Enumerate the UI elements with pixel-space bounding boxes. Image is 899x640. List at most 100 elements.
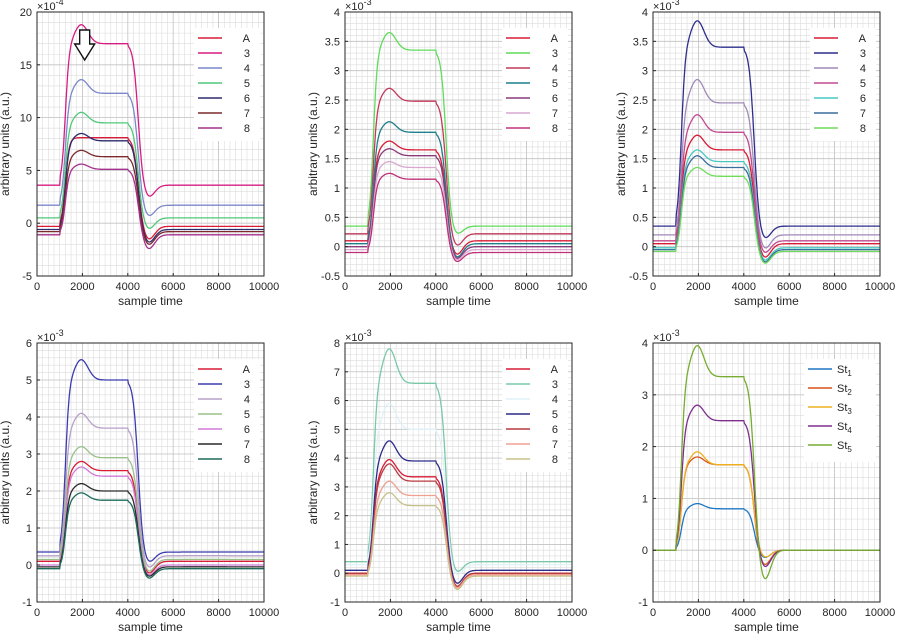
legend-label: A [243, 364, 251, 376]
x-tick-label: 6000 [777, 281, 801, 293]
y-tick-label: 2.5 [633, 95, 648, 107]
x-tick-label: 4000 [732, 607, 756, 619]
y-tick-label: 4 [334, 7, 340, 19]
x-tick-label: 8000 [514, 607, 538, 619]
axis-exponent: ×10-3 [37, 328, 64, 344]
y-tick-label: 0.5 [633, 212, 648, 224]
series-line-5 [345, 440, 572, 584]
legend-label: St5 [837, 440, 852, 454]
y-tick-label: -5 [22, 271, 32, 283]
legend-label: St3 [837, 402, 852, 416]
x-tick-label: 0 [342, 607, 348, 619]
y-tick-label: 0 [334, 568, 340, 580]
x-tick-label: 4000 [424, 281, 448, 293]
series-line-6 [345, 148, 572, 259]
series-line-4 [345, 402, 572, 576]
series-line-St5 [653, 344, 880, 580]
y-tick-label: 4 [334, 453, 340, 465]
series-line-7 [37, 149, 264, 245]
y-tick-label: 4 [642, 338, 648, 350]
legend-label: 3 [860, 48, 866, 60]
y-tick-label: -0.5 [321, 271, 340, 283]
y-tick-label: 5 [26, 375, 32, 387]
legend-label: 6 [552, 424, 558, 436]
x-tick-label: 2000 [70, 607, 94, 619]
legend-label: St2 [837, 383, 852, 397]
chart-panel-2: 0 2000 4000 6000 8000 10000-0.500.511.522.533… [306, 0, 587, 308]
series-line-7 [653, 155, 880, 263]
y-tick-label: 4 [26, 412, 32, 424]
legend-label: 7 [244, 108, 250, 120]
y-axis-label: arbitrary units (a.u.) [614, 92, 628, 196]
x-tick-label: 10000 [557, 607, 588, 619]
legend-box [194, 359, 260, 472]
y-tick-label: 3 [334, 66, 340, 78]
x-tick-label: 10000 [865, 607, 896, 619]
legend-label: A [859, 33, 867, 45]
series-line-8 [37, 163, 264, 250]
x-tick-label: 0 [34, 607, 40, 619]
y-tick-label: 0 [334, 242, 340, 254]
y-tick-label: 1 [642, 493, 648, 505]
legend: A 3 4 5 6 7 8 [194, 359, 260, 472]
series-line-A [37, 137, 264, 240]
x-tick-label: 6000 [777, 607, 801, 619]
legend-label: 7 [244, 439, 250, 451]
y-tick-label: 3 [26, 449, 32, 461]
legend-box [194, 28, 260, 141]
legend-label: St4 [837, 421, 852, 435]
legend-label: 8 [244, 454, 250, 466]
y-tick-label: 8 [334, 338, 340, 350]
x-axis-label: sample time [118, 620, 183, 634]
y-tick-label: -1 [638, 597, 648, 609]
x-axis-label: sample time [734, 620, 799, 634]
y-tick-label: 3.5 [633, 36, 648, 48]
y-tick-label: 3.5 [325, 36, 340, 48]
y-tick-label: 2.5 [325, 95, 340, 107]
series-line-4 [37, 412, 264, 568]
series-line-8 [653, 166, 880, 264]
y-tick-label: 7 [334, 367, 340, 379]
series-line-A [653, 134, 880, 258]
y-axis-label: arbitrary units (a.u.) [0, 420, 12, 524]
x-tick-label: 2000 [70, 281, 94, 293]
axis-exponent: ×10-3 [345, 0, 372, 13]
y-tick-label: 3 [642, 390, 648, 402]
legend-label: 7 [552, 439, 558, 451]
x-tick-label: 10000 [249, 281, 280, 293]
legend-label: 3 [244, 379, 250, 391]
series-line-7 [345, 160, 572, 261]
legend-label: 7 [860, 108, 866, 120]
x-tick-label: 6000 [469, 607, 493, 619]
series-lines [37, 359, 264, 579]
y-tick-label: 5 [26, 165, 32, 177]
y-tick-label: 0 [26, 560, 32, 572]
series-line-3 [653, 20, 880, 239]
x-tick-label: 0 [342, 281, 348, 293]
series-line-5 [345, 121, 572, 258]
series-line-5 [37, 111, 264, 229]
y-tick-label: 2 [642, 124, 648, 136]
legend-label: 5 [244, 409, 250, 421]
legend-label: A [551, 33, 559, 45]
legend: A 3 4 5 6 7 8 [194, 28, 260, 141]
series-lines [653, 20, 880, 264]
x-tick-label: 4000 [116, 281, 140, 293]
legend-label: 3 [552, 379, 558, 391]
axes-frame [344, 11, 573, 277]
legend: A 3 4 5 6 7 8 [502, 28, 568, 141]
legend-label: 3 [552, 48, 558, 60]
legend-label: 3 [244, 48, 250, 60]
legend-label: 6 [244, 93, 250, 105]
legend-label: 5 [552, 78, 558, 90]
axes-frame [652, 342, 881, 603]
y-tick-label: -1 [22, 597, 32, 609]
x-tick-label: 8000 [822, 281, 846, 293]
y-tick-label: 1 [642, 183, 648, 195]
legend-label: 5 [244, 78, 250, 90]
chart-panel-3: 0 2000 4000 6000 8000 10000-0.500.511.522.533… [614, 0, 895, 308]
y-axis-label: arbitrary units (a.u.) [306, 92, 320, 196]
